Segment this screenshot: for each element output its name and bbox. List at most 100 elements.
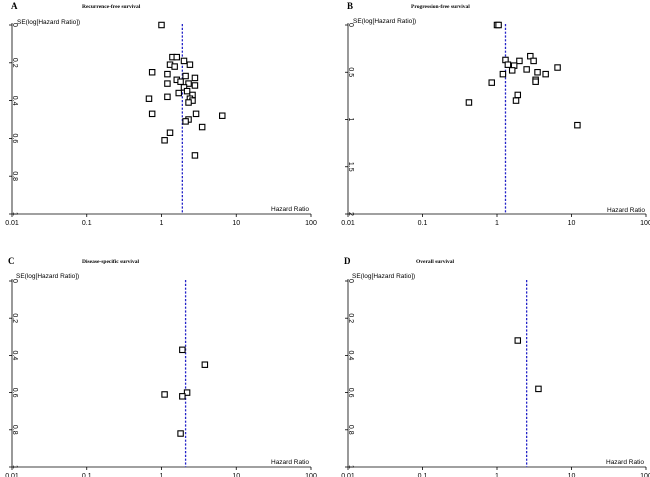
study-point [523, 66, 530, 73]
y-tick-label: 0.2 [11, 313, 18, 323]
panel-letter: D [344, 256, 351, 266]
panel-title: Recurrence-free survival [82, 4, 141, 10]
study-point [512, 97, 520, 104]
y-axis-label: SE(log[Hazard Ratio]) [353, 18, 416, 25]
x-tick-label: 1 [160, 220, 164, 227]
study-point [465, 99, 473, 106]
y-tick-label: 0.5 [347, 67, 354, 77]
study-point [183, 87, 191, 95]
x-ticks: 0.01 0.1 1 10 100 [341, 214, 650, 227]
study-point [177, 78, 184, 85]
study-point [182, 118, 189, 125]
x-tick-label: 100 [640, 220, 650, 227]
study-point [542, 70, 549, 78]
x-axis-label: Hazard Ratio [271, 206, 309, 213]
study-point [514, 337, 522, 344]
x-axis-label: Hazard Ratio [607, 207, 645, 214]
x-tick-label: 10 [232, 473, 240, 477]
y-tick-label: 0.4 [347, 351, 354, 361]
y-tick-label: 0.8 [347, 425, 354, 435]
y-tick-label: 0 [347, 23, 354, 27]
y-ticks: 0 0.2 0.4 0.6 0.8 1 [345, 279, 354, 469]
study-points [465, 21, 581, 129]
y-tick-label: 0 [347, 279, 354, 283]
study-point [185, 80, 192, 87]
panel-title: Overall survival [416, 259, 455, 265]
study-point [173, 53, 181, 61]
x-tick-label: 1 [160, 473, 164, 477]
y-tick-label: 1 [347, 465, 354, 469]
study-point [192, 110, 200, 118]
study-point [166, 129, 174, 136]
x-tick-label: 0.01 [5, 220, 19, 227]
x-tick-label: 10 [568, 473, 576, 477]
study-point [191, 82, 199, 89]
x-tick-label: 0.1 [418, 473, 428, 477]
y-tick-label: 0.6 [11, 134, 18, 144]
study-point [164, 70, 171, 78]
x-tick-label: 0.1 [418, 220, 428, 227]
y-tick-label: 2 [347, 212, 354, 216]
study-point [191, 74, 199, 82]
study-points [145, 21, 226, 159]
study-point [183, 389, 191, 396]
y-tick-label: 0.2 [11, 58, 18, 68]
y-axis-label: SE(log[Hazard Ratio]) [17, 19, 80, 26]
study-point [530, 57, 537, 65]
study-point [219, 112, 226, 119]
study-point [198, 123, 206, 131]
y-tick-label: 0.6 [11, 388, 18, 398]
x-tick-label: 0.01 [341, 473, 355, 477]
study-point [158, 21, 165, 29]
study-point [535, 385, 542, 393]
y-tick-label: 1 [11, 212, 18, 216]
axes [347, 23, 646, 215]
study-point [499, 70, 507, 78]
y-ticks: 0 0.2 0.4 0.6 0.8 1 [9, 23, 18, 216]
x-tick-label: 100 [640, 473, 650, 477]
study-points [161, 346, 209, 437]
y-tick-label: 0.8 [11, 425, 18, 435]
panel-disease-specific-survival: C Disease-specific survival SE(log[Hazar… [5, 256, 317, 477]
y-ticks: 0 0.5 1 1.5 2 [345, 23, 354, 216]
study-point [201, 361, 209, 368]
study-point [574, 121, 581, 129]
study-point [161, 137, 168, 144]
study-point [516, 57, 523, 65]
x-ticks: 0.01 0.1 1 10 100 [341, 467, 650, 477]
study-point [191, 152, 199, 159]
study-point [186, 61, 194, 68]
study-point [554, 64, 561, 71]
x-axis-label: Hazard Ratio [271, 459, 309, 466]
study-point [177, 430, 184, 437]
y-tick-label: 0 [11, 279, 18, 283]
study-point [180, 57, 188, 65]
y-tick-label: 1 [347, 118, 354, 122]
study-point [504, 61, 512, 68]
x-tick-label: 0.1 [82, 473, 92, 477]
panel-title: Disease-specific survival [82, 259, 139, 265]
study-point [145, 95, 153, 102]
x-tick-label: 1 [495, 220, 499, 227]
axes [11, 279, 311, 468]
axes [347, 279, 646, 468]
study-point [532, 78, 539, 85]
study-point [179, 393, 186, 400]
study-point [148, 110, 156, 118]
x-tick-label: 1 [495, 473, 499, 477]
panel-recurrence-free-survival: A Recurrence-free survival SE(log[Hazard… [5, 1, 317, 227]
study-point [508, 67, 516, 74]
x-tick-label: 100 [305, 220, 317, 227]
study-point [148, 69, 156, 76]
axes [11, 23, 311, 215]
study-point [171, 63, 178, 70]
x-tick-label: 0.01 [5, 473, 19, 477]
x-tick-label: 10 [232, 220, 240, 227]
y-tick-label: 0.4 [11, 96, 18, 106]
y-tick-label: 1.5 [347, 162, 354, 172]
study-point [514, 91, 522, 99]
y-tick-label: 0.8 [11, 171, 18, 181]
y-tick-label: 0 [11, 23, 18, 27]
study-point [182, 72, 189, 80]
